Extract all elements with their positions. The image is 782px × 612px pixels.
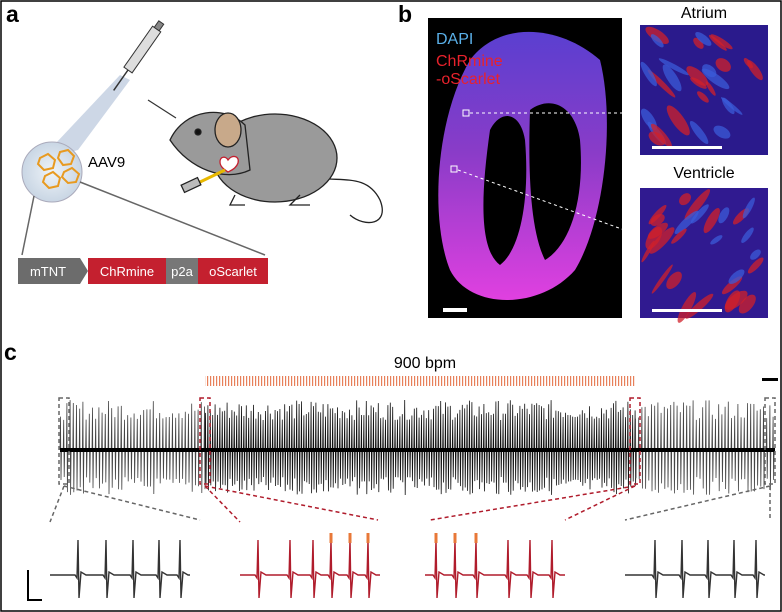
cell	[710, 235, 723, 245]
cell	[690, 204, 709, 224]
cell	[701, 68, 730, 90]
cell	[650, 214, 665, 226]
cell	[647, 222, 668, 239]
inset-label: Ventricle	[673, 165, 734, 182]
ecg-trace	[59, 400, 206, 495]
cell	[684, 189, 711, 221]
reporter	[198, 258, 268, 284]
cell	[708, 34, 727, 51]
virions	[36, 148, 81, 190]
ecg-zoom	[625, 539, 765, 599]
zoom-boxes	[49, 397, 776, 523]
needle	[147, 99, 177, 119]
cell	[715, 58, 731, 72]
stain-label: -oScarlet	[436, 71, 501, 88]
stimulus-mark	[348, 533, 352, 543]
cell	[747, 257, 764, 274]
stimulus-mark	[434, 533, 438, 543]
syringe	[113, 20, 165, 91]
ecg-zoom	[240, 539, 380, 599]
cell	[686, 66, 709, 86]
cell	[658, 58, 689, 76]
scale-bar	[652, 146, 722, 149]
pointer	[457, 169, 631, 233]
cells	[640, 26, 764, 323]
cell	[710, 34, 733, 50]
stimulation-bar	[205, 376, 635, 386]
cell	[666, 271, 682, 290]
mouse	[169, 111, 383, 224]
cell	[743, 58, 753, 69]
cell	[671, 228, 687, 244]
cell	[693, 37, 704, 49]
stimulus-mark	[366, 533, 370, 543]
scale-bar	[27, 570, 42, 601]
vector-label: AAV9	[88, 154, 125, 171]
ecg-zoom	[50, 539, 190, 599]
ecg-zoom	[425, 539, 565, 599]
construct-part: mTNT	[30, 264, 66, 279]
cell	[650, 123, 672, 148]
cell	[649, 227, 675, 254]
stimulus-mark	[453, 533, 457, 543]
connector	[79, 181, 266, 256]
roi	[462, 109, 470, 117]
cell	[742, 197, 755, 219]
cell	[641, 240, 655, 263]
cell	[689, 120, 709, 144]
linker	[166, 258, 198, 284]
ecg-traces	[50, 400, 775, 599]
chamber	[483, 103, 581, 265]
cell	[724, 290, 741, 313]
cell	[662, 64, 682, 92]
beam	[40, 75, 130, 160]
cell	[647, 69, 676, 98]
cell	[650, 34, 664, 48]
scale-bar	[762, 378, 778, 381]
gene	[88, 258, 166, 284]
stimulation-label: 900 bpm	[394, 355, 456, 372]
construct-part: p2a	[171, 264, 193, 279]
panel-label: b	[398, 1, 412, 27]
ecg-trace	[634, 400, 775, 495]
stain-label: DAPI	[436, 31, 473, 48]
panel-label: c	[4, 339, 17, 365]
construct-part: oScarlet	[209, 264, 257, 279]
cell	[640, 61, 657, 87]
cell	[697, 91, 709, 103]
stimulus-mark	[329, 533, 333, 543]
cell	[695, 31, 712, 46]
inset-label: Atrium	[681, 5, 727, 22]
cell	[703, 208, 720, 234]
cell	[705, 81, 716, 96]
cell	[722, 97, 735, 115]
cell	[685, 293, 714, 319]
cell	[741, 227, 754, 243]
cell	[666, 105, 690, 136]
cell	[677, 292, 697, 323]
cell	[728, 269, 745, 284]
connector	[21, 195, 35, 256]
cell	[674, 210, 699, 235]
cell	[679, 193, 691, 206]
scale-bar	[443, 308, 467, 312]
construct-part: ChRmine	[100, 264, 154, 279]
ecg-trace	[204, 400, 637, 495]
cell	[718, 207, 730, 224]
scale-bar	[652, 309, 722, 312]
cell	[713, 125, 731, 139]
cell	[738, 294, 756, 314]
stain-label: ChRmine	[436, 53, 503, 70]
panel-label: a	[6, 1, 19, 27]
cell	[645, 26, 669, 44]
stimulus-mark	[474, 533, 478, 543]
cell	[651, 264, 673, 294]
roi	[450, 165, 458, 173]
promoter	[18, 258, 88, 284]
cell	[750, 249, 761, 260]
